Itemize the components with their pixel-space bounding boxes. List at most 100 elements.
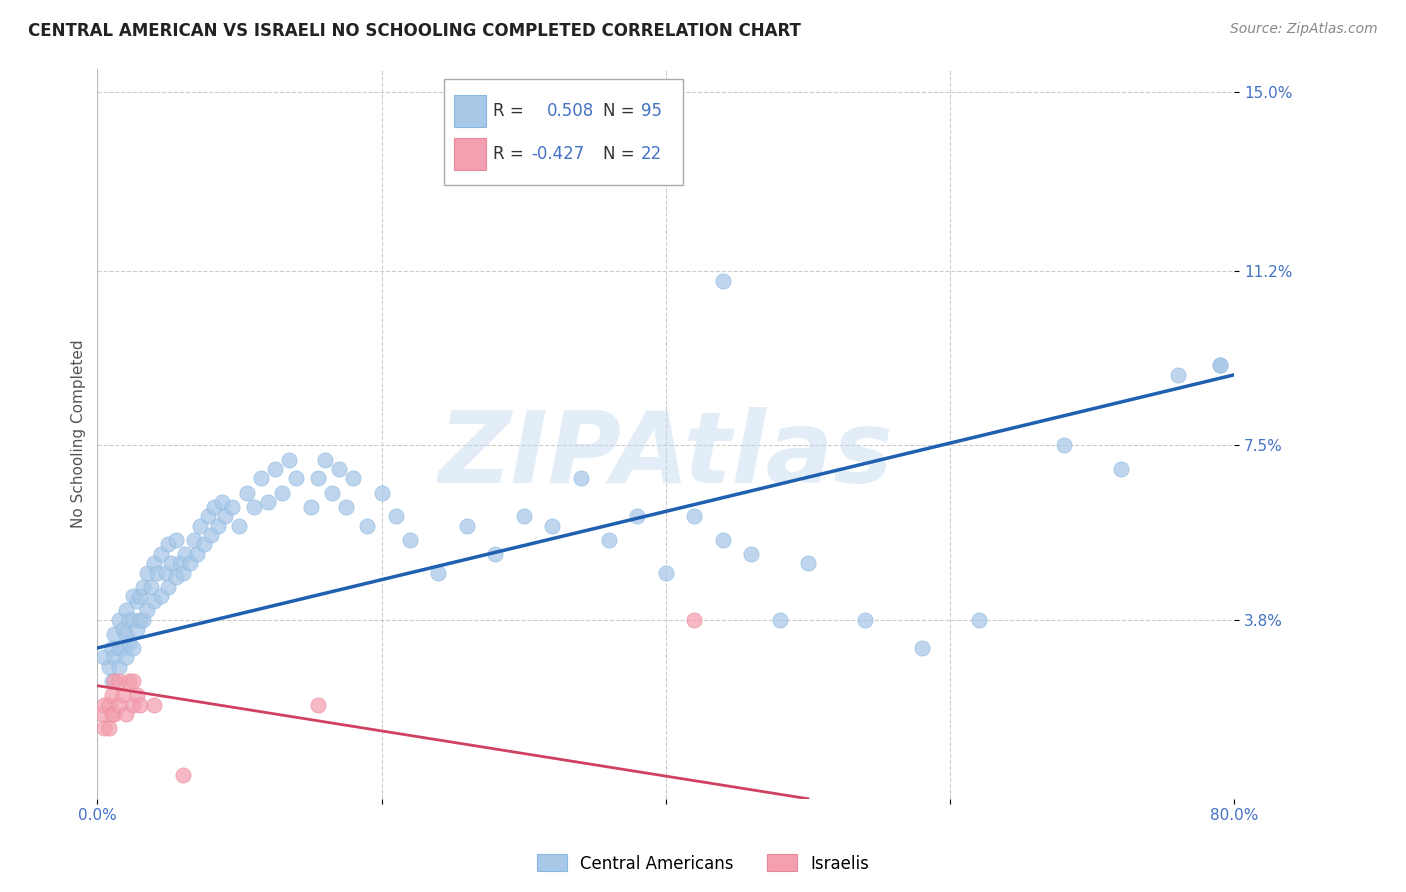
Point [321, 485, 343, 500]
Point [456, 518, 478, 533]
Text: Source: ZipAtlas.com: Source: ZipAtlas.com [1230, 22, 1378, 37]
Text: N =: N = [603, 102, 640, 120]
Point [541, 142, 564, 156]
Text: CENTRAL AMERICAN VS ISRAELI NO SCHOOLING COMPLETED CORRELATION CHART: CENTRAL AMERICAN VS ISRAELI NO SCHOOLING… [28, 22, 801, 40]
Point [132, 580, 155, 594]
Point [797, 556, 820, 570]
Text: N =: N = [603, 145, 640, 163]
Point [200, 528, 222, 542]
Point [143, 594, 166, 608]
Point [129, 589, 152, 603]
Text: 0.508: 0.508 [547, 102, 593, 120]
Point [160, 556, 183, 570]
Y-axis label: No Schooling Completed: No Schooling Completed [72, 339, 86, 528]
Point [122, 640, 145, 655]
Point [278, 452, 301, 467]
Point [711, 533, 734, 547]
Point [299, 500, 322, 514]
Point [97, 698, 120, 712]
Point [150, 547, 173, 561]
Point [1209, 359, 1232, 373]
Point [103, 650, 125, 665]
Point [165, 570, 187, 584]
Point [328, 462, 350, 476]
Point [97, 660, 120, 674]
Point [111, 640, 134, 655]
Point [193, 537, 215, 551]
Point [228, 518, 250, 533]
Point [911, 640, 934, 655]
Point [103, 627, 125, 641]
Point [169, 556, 191, 570]
Point [214, 509, 236, 524]
Point [111, 688, 134, 702]
Point [513, 509, 536, 524]
Point [271, 485, 294, 500]
Text: 95: 95 [641, 102, 662, 120]
Point [157, 580, 180, 594]
Point [122, 698, 145, 712]
Point [143, 698, 166, 712]
Point [1209, 359, 1232, 373]
Point [179, 556, 201, 570]
Point [117, 636, 139, 650]
Point [385, 509, 408, 524]
Point [100, 673, 122, 688]
Point [122, 589, 145, 603]
Point [114, 706, 136, 721]
Point [127, 594, 149, 608]
Point [100, 688, 122, 702]
Point [141, 580, 163, 594]
Point [150, 589, 173, 603]
Point [307, 471, 329, 485]
Point [335, 500, 357, 514]
Point [626, 509, 648, 524]
Point [370, 485, 392, 500]
Point [356, 518, 378, 533]
Point [107, 698, 129, 712]
Point [107, 613, 129, 627]
Point [242, 500, 264, 514]
FancyBboxPatch shape [454, 95, 486, 127]
Point [103, 706, 125, 721]
Point [598, 533, 620, 547]
Point [107, 640, 129, 655]
Text: 22: 22 [641, 145, 662, 163]
Point [197, 509, 219, 524]
Point [129, 613, 152, 627]
Point [136, 603, 159, 617]
Point [111, 622, 134, 636]
Point [314, 452, 336, 467]
Point [186, 547, 208, 561]
FancyBboxPatch shape [454, 138, 486, 170]
Point [683, 509, 706, 524]
Point [235, 485, 257, 500]
Point [1167, 368, 1189, 382]
Point [221, 500, 243, 514]
Point [211, 495, 233, 509]
Point [683, 613, 706, 627]
Point [117, 673, 139, 688]
Point [93, 698, 115, 712]
Point [264, 462, 287, 476]
Point [1109, 462, 1132, 476]
FancyBboxPatch shape [444, 79, 683, 186]
Point [188, 518, 211, 533]
Point [103, 673, 125, 688]
Point [122, 673, 145, 688]
Point [132, 613, 155, 627]
Point [427, 566, 450, 580]
Point [569, 471, 592, 485]
Point [342, 471, 364, 485]
Point [853, 613, 876, 627]
Point [183, 533, 205, 547]
Point [202, 500, 225, 514]
Point [114, 650, 136, 665]
Point [117, 613, 139, 627]
Point [129, 698, 152, 712]
Point [285, 471, 308, 485]
Point [769, 613, 792, 627]
Point [967, 613, 990, 627]
Point [484, 547, 506, 561]
Legend: Central Americans, Israelis: Central Americans, Israelis [530, 847, 876, 880]
